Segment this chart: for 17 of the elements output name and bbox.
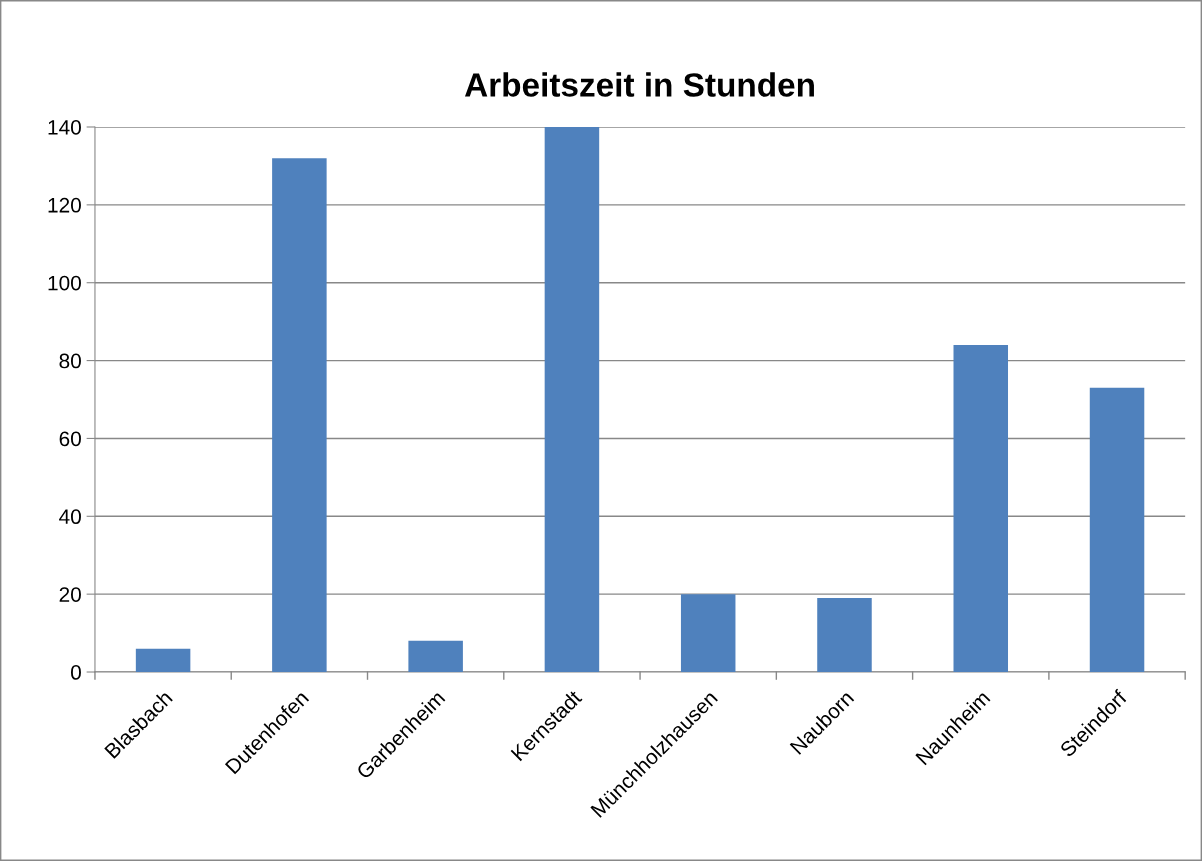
y-tick-label: 120 — [48, 197, 81, 213]
bar — [953, 345, 1009, 673]
bar — [272, 158, 327, 673]
y-tick-label: 40 — [59, 509, 81, 525]
bar — [817, 598, 872, 673]
bar — [544, 127, 600, 673]
bar — [1089, 387, 1145, 673]
chart-title: Arbeitszeit in Stunden — [464, 72, 814, 97]
bar — [135, 648, 191, 673]
y-tick-label: 100 — [48, 275, 81, 291]
y-tick-label: 0 — [70, 665, 81, 680]
y-tick-label: 60 — [59, 431, 81, 447]
bar — [408, 640, 463, 673]
bar — [680, 594, 736, 673]
y-tick-label: 20 — [59, 587, 81, 602]
y-tick-label: 80 — [59, 353, 81, 369]
y-tick-label: 140 — [48, 120, 81, 135]
